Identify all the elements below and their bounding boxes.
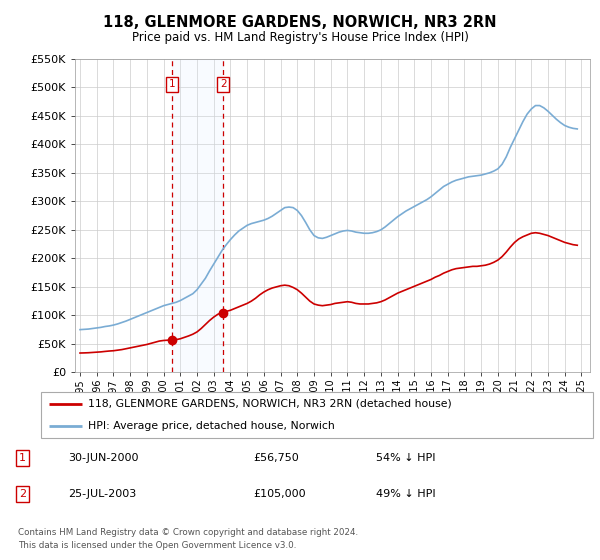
Bar [172, 59, 223, 372]
Text: 54% ↓ HPI: 54% ↓ HPI [376, 452, 436, 463]
Text: 118, GLENMORE GARDENS, NORWICH, NR3 2RN (detached house): 118, GLENMORE GARDENS, NORWICH, NR3 2RN … [88, 399, 451, 409]
Text: £105,000: £105,000 [253, 489, 305, 499]
Text: HPI: Average price, detached house, Norwich: HPI: Average price, detached house, Norw… [88, 421, 334, 431]
Text: 2: 2 [19, 489, 26, 499]
Text: 49% ↓ HPI: 49% ↓ HPI [376, 489, 436, 499]
Text: 25-JUL-2003: 25-JUL-2003 [68, 489, 136, 499]
Text: 2: 2 [220, 80, 226, 90]
Text: 1: 1 [169, 80, 175, 90]
Text: £56,750: £56,750 [253, 452, 299, 463]
Text: 30-JUN-2000: 30-JUN-2000 [68, 452, 138, 463]
Text: 1: 1 [19, 452, 26, 463]
Text: This data is licensed under the Open Government Licence v3.0.: This data is licensed under the Open Gov… [18, 541, 296, 550]
Text: Price paid vs. HM Land Registry's House Price Index (HPI): Price paid vs. HM Land Registry's House … [131, 31, 469, 44]
Text: 118, GLENMORE GARDENS, NORWICH, NR3 2RN: 118, GLENMORE GARDENS, NORWICH, NR3 2RN [103, 15, 497, 30]
Text: Contains HM Land Registry data © Crown copyright and database right 2024.: Contains HM Land Registry data © Crown c… [18, 528, 358, 536]
